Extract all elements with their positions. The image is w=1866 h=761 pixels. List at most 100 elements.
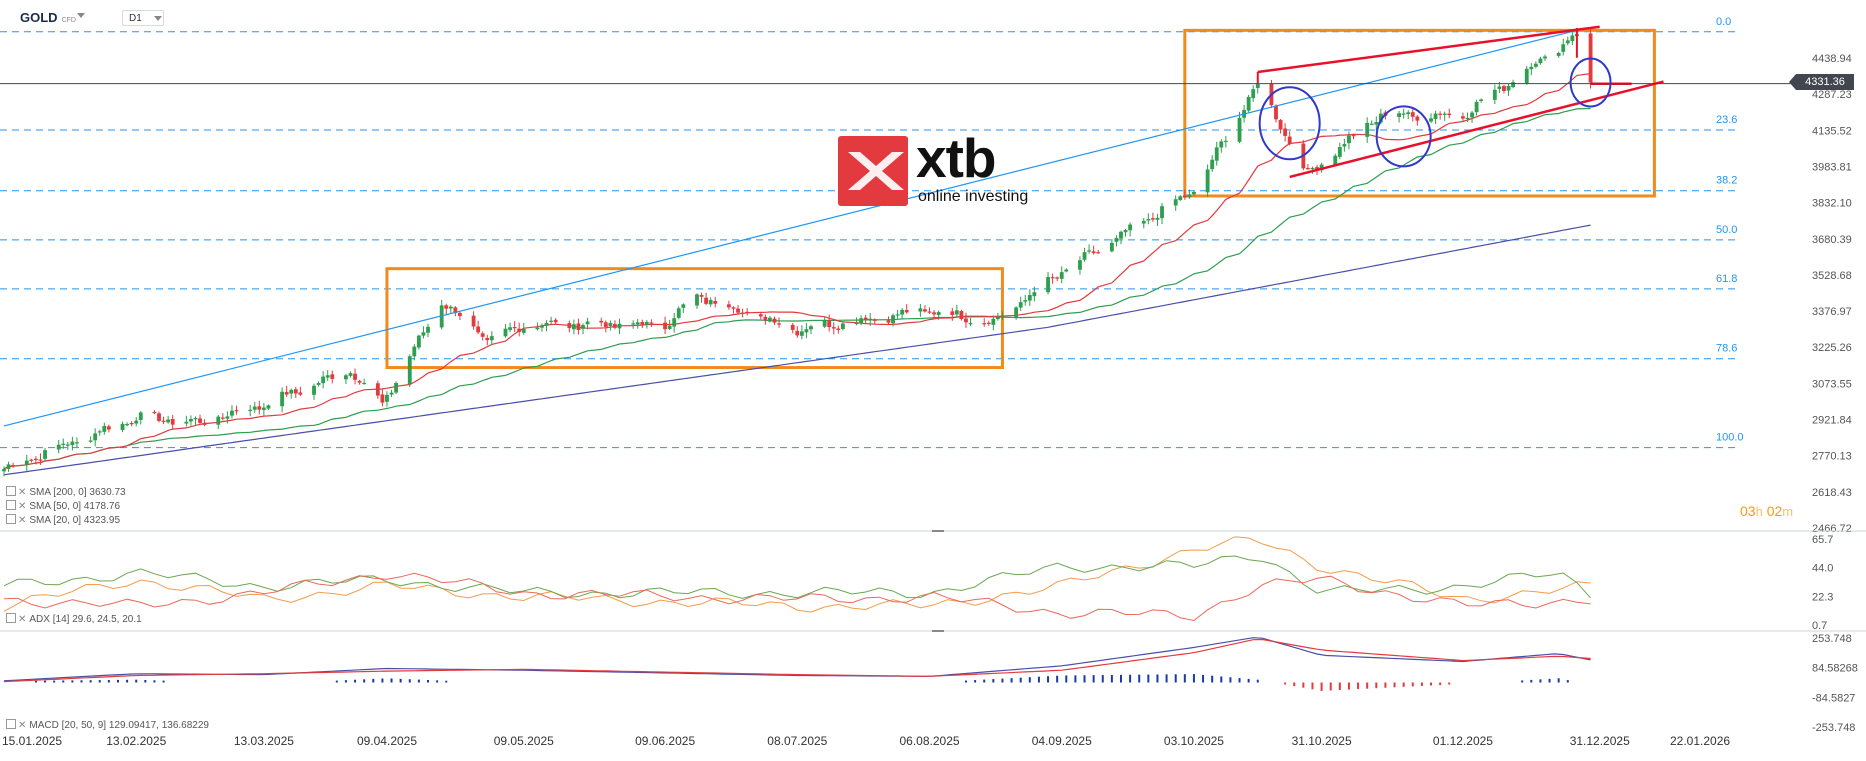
candle-body [1305,168,1310,170]
macd-histogram-bar [1101,675,1104,683]
candle-body [416,335,421,348]
close-icon[interactable]: ✕ [18,515,27,526]
candle-body [1538,58,1543,64]
price-tick-label: 3376.97 [1812,306,1852,318]
candle-body [799,331,804,336]
candle-body [75,442,79,444]
chevron-down-icon[interactable] [154,16,162,21]
symbol-selector[interactable]: GOLD CFD [20,10,76,25]
candle-body [1014,307,1019,318]
candle-body [1237,117,1242,142]
candle-body [863,317,868,320]
candle-body [891,315,895,324]
settings-icon[interactable] [6,500,16,510]
chevron-down-icon[interactable] [77,13,85,18]
candle-body [1119,231,1123,239]
price-tick-label: 2770.13 [1812,451,1852,463]
settings-icon[interactable] [6,514,16,524]
candle-body [1543,56,1547,59]
fib-label: 100.0 [1716,432,1744,444]
timeframe-selector[interactable]: D1 [122,10,164,26]
candle-body [157,413,161,421]
candle-body [1310,167,1315,170]
macd-panel: 253.748 84.58268 -84.5827 -253.748 [3,633,1858,734]
candle-body [1109,242,1114,252]
macd-histogram-bar [1001,678,1004,683]
range-box [1183,28,1656,198]
candle-body [202,422,207,425]
candle-body [353,373,357,380]
macd-histogram-bar [1192,674,1195,683]
candle-body [471,315,476,327]
price-tick-label: 3832.10 [1812,198,1852,210]
candle-body [1374,122,1379,125]
legend-sma200[interactable]: ✕ SMA [200, 0] 3630.73 [6,486,126,498]
candle-body [1214,147,1219,161]
macd-histogram-bar [1256,679,1259,683]
candle-body [708,299,713,305]
current-price-tag: 4331.36 [1789,74,1854,90]
highlight-circle [1375,105,1432,168]
candle-body [1397,113,1402,117]
candle-body [1146,218,1151,221]
xtb-logo: xtb online investing [838,128,1028,206]
candle-body [681,304,686,308]
candle-body [854,322,859,325]
candle-body [70,441,75,446]
macd-histogram-bar [1384,682,1387,688]
macd-histogram-bar [1211,675,1214,683]
candle-body [1182,195,1187,198]
legend-text: MACD [20, 50, 9] 129.09417, 136.68229 [29,720,209,731]
close-icon[interactable]: ✕ [18,487,27,498]
candle-body [822,320,827,327]
candle-body [1497,86,1502,89]
candle-body [220,417,225,419]
candle-body [457,312,462,317]
legend-sma20[interactable]: ✕ SMA [20, 0] 4323.95 [6,514,120,526]
macd-histogram-bar [1138,674,1141,683]
macd-histogram-bar [1375,682,1378,689]
toolbar: GOLD CFD D1 [0,0,1866,34]
candle-body [134,420,139,424]
candle-body [33,458,38,461]
candle-body [216,416,221,425]
candle-body [29,459,34,461]
macd-histogram-bar [1320,682,1323,691]
candle-body [713,300,718,304]
fib-label: 0.0 [1716,16,1731,28]
close-icon[interactable]: ✕ [18,501,27,512]
legend-text: SMA [200, 0] 3630.73 [29,487,126,498]
candle-body [1333,155,1338,166]
candle-body [1506,85,1511,91]
legend-adx[interactable]: ✕ ADX [14] 29.6, 24.5, 20.1 [6,613,142,625]
macd-histogram-bar [126,679,129,683]
close-icon[interactable]: ✕ [18,720,27,731]
candle-body [836,328,841,330]
candle-body [161,420,166,422]
macd-histogram-bar [1557,678,1560,683]
candle-body [540,326,544,328]
sma-20-line [3,73,1591,470]
legend-macd[interactable]: ✕ MACD [20, 50, 9] 129.09417, 136.68229 [6,719,209,731]
candle-body [731,307,736,309]
macd-histogram-bar [1047,676,1050,683]
candle-body [1570,35,1575,42]
candle-body [453,307,458,314]
candle-body [859,318,864,324]
candle-body [950,311,955,315]
legend-sma50[interactable]: ✕ SMA [50, 0] 4178.76 [6,500,120,512]
candle-body [1059,272,1064,279]
macd-histogram-bar [1402,682,1405,687]
candle-body [344,375,348,380]
close-icon[interactable]: ✕ [18,614,27,625]
candle-body [795,330,800,336]
settings-icon[interactable] [6,719,16,729]
settings-icon[interactable] [6,486,16,496]
macd-histogram-bar [1366,682,1369,689]
candle-body [571,324,576,330]
candle-body [1406,112,1411,115]
settings-icon[interactable] [6,613,16,623]
sma-200-line [3,224,1591,476]
candle-body [904,309,909,313]
